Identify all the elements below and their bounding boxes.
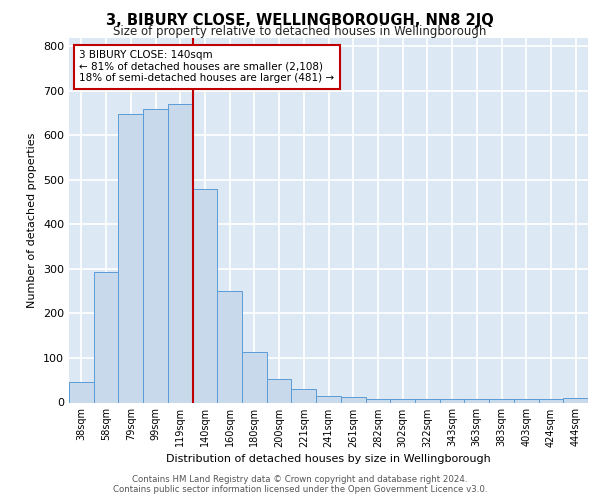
Bar	[242, 352, 267, 403]
Bar	[94, 272, 118, 402]
Bar	[415, 400, 440, 402]
Bar	[316, 396, 341, 402]
Bar	[292, 389, 316, 402]
X-axis label: Distribution of detached houses by size in Wellingborough: Distribution of detached houses by size …	[166, 454, 491, 464]
Bar	[217, 291, 242, 403]
Bar	[168, 104, 193, 403]
Text: 3 BIBURY CLOSE: 140sqm
← 81% of detached houses are smaller (2,108)
18% of semi-: 3 BIBURY CLOSE: 140sqm ← 81% of detached…	[79, 50, 335, 84]
Bar	[489, 400, 514, 402]
Bar	[563, 398, 588, 402]
Bar	[193, 189, 217, 402]
Bar	[143, 108, 168, 403]
Bar	[69, 382, 94, 402]
Bar	[539, 400, 563, 402]
Bar	[390, 400, 415, 402]
Text: 3, BIBURY CLOSE, WELLINGBOROUGH, NN8 2JQ: 3, BIBURY CLOSE, WELLINGBOROUGH, NN8 2JQ	[106, 12, 494, 28]
Bar	[267, 380, 292, 402]
Text: Contains HM Land Registry data © Crown copyright and database right 2024.
Contai: Contains HM Land Registry data © Crown c…	[113, 474, 487, 494]
Bar	[365, 400, 390, 402]
Text: Size of property relative to detached houses in Wellingborough: Size of property relative to detached ho…	[113, 25, 487, 38]
Bar	[341, 396, 365, 402]
Bar	[440, 399, 464, 402]
Bar	[118, 114, 143, 403]
Y-axis label: Number of detached properties: Number of detached properties	[28, 132, 37, 308]
Bar	[464, 400, 489, 402]
Bar	[514, 400, 539, 402]
